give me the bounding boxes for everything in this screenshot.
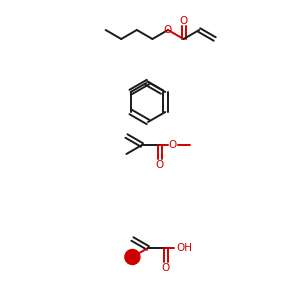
Circle shape: [125, 250, 140, 265]
Text: O: O: [164, 25, 172, 35]
Text: O: O: [162, 263, 170, 273]
Text: O: O: [156, 160, 164, 170]
Text: O: O: [179, 16, 188, 26]
Text: OH: OH: [176, 243, 192, 253]
Text: O: O: [169, 140, 177, 150]
